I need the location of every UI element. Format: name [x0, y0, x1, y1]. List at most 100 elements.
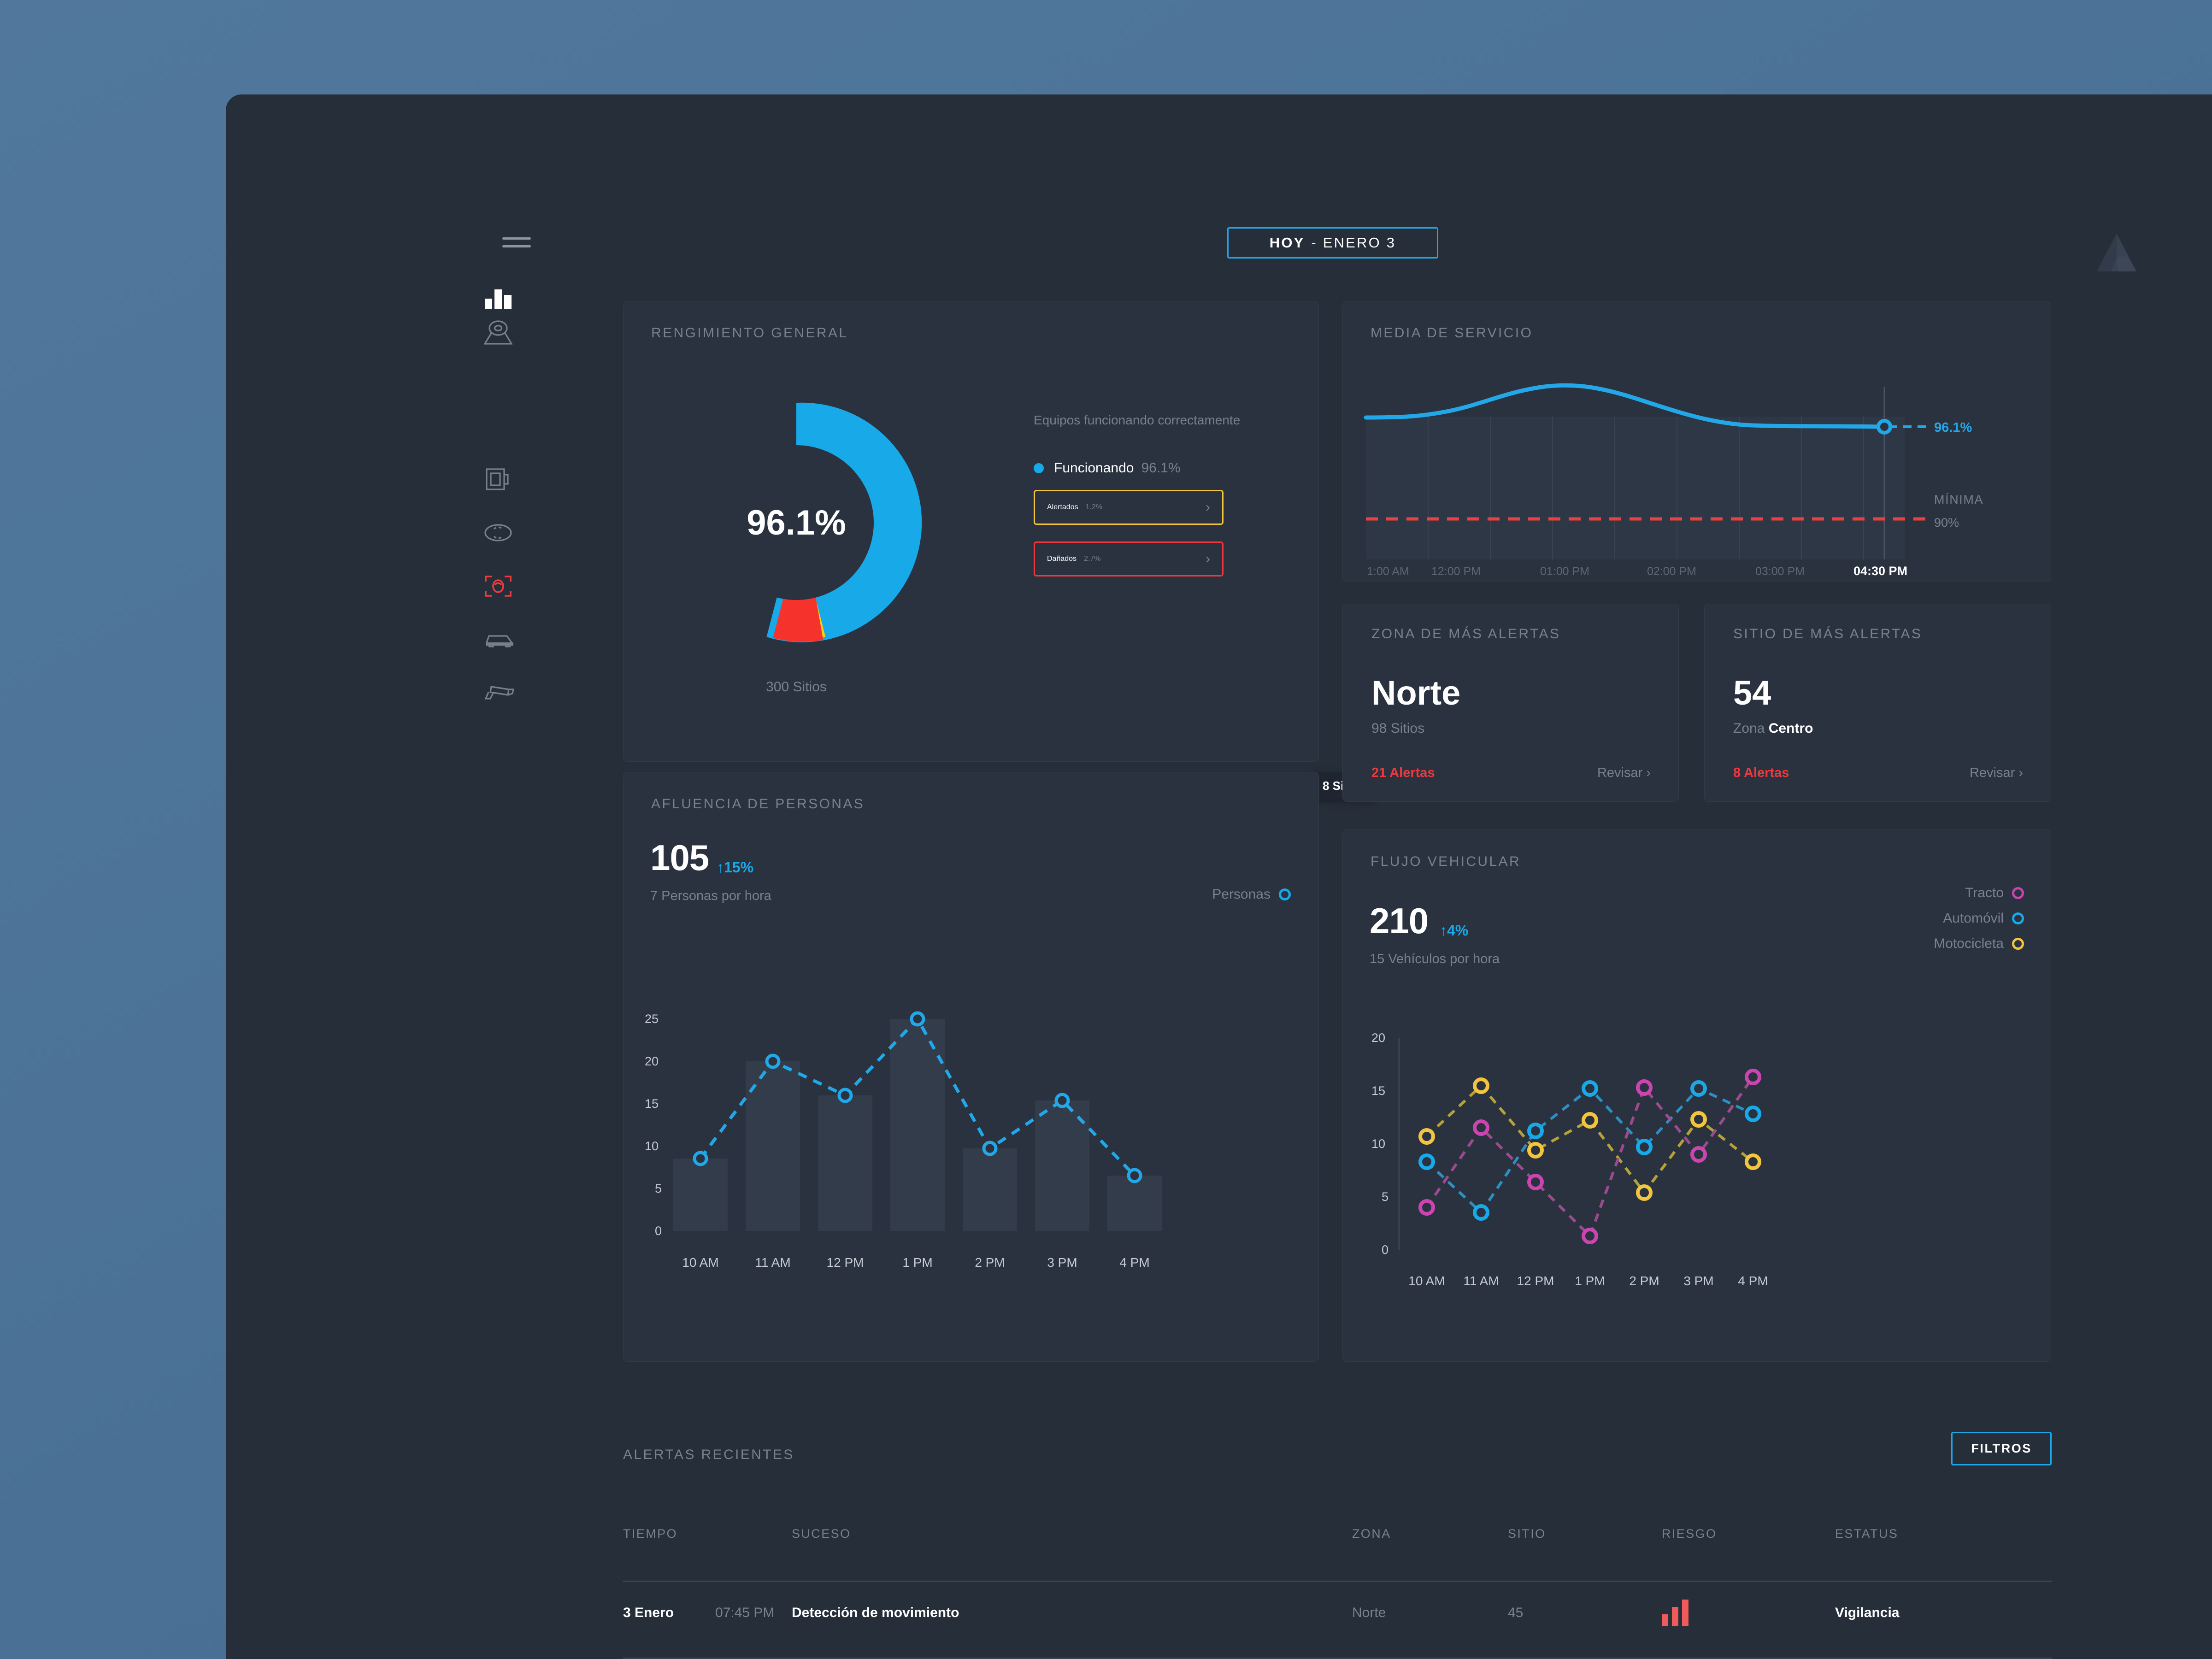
table-header-row: TIEMPO SUCESO ZONA SITIO RIESGO ESTATUS — [623, 1527, 2052, 1554]
sitio-value: 54 — [1733, 674, 1771, 712]
door-access-icon — [486, 468, 509, 490]
app-window: HOY - ENERO 3 — [226, 94, 2212, 1659]
legend-label-alertados: Alertados — [1047, 503, 1078, 511]
sidebar-item-map[interactable] — [484, 315, 548, 351]
legend-label-danados: Dañados — [1047, 554, 1077, 563]
cell-time: 07:45 PM — [715, 1605, 775, 1620]
svg-text:11 AM: 11 AM — [1463, 1274, 1499, 1288]
cell-suceso: Detección de movimiento — [792, 1605, 959, 1620]
legend-value-alertados: 1.2% — [1085, 503, 1103, 511]
filtros-button[interactable]: FILTROS — [1951, 1432, 2052, 1465]
rendimiento-legend: Equipos funcionando correctamente Funcio… — [1034, 412, 1273, 593]
svg-text:3 PM: 3 PM — [1683, 1274, 1713, 1288]
afluencia-bar-chart: 25 20 15 10 5 0 — [645, 1011, 1162, 1270]
legend-item-alertados[interactable]: Alertados 1.2% › — [1034, 489, 1224, 525]
svg-text:20: 20 — [1371, 1031, 1385, 1045]
svg-text:3 PM: 3 PM — [1047, 1255, 1077, 1270]
alertas-section-title: ALERTAS RECIENTES — [623, 1447, 794, 1462]
svg-text:10 AM: 10 AM — [682, 1255, 718, 1270]
date-range-selector[interactable]: HOY - ENERO 3 — [1227, 227, 1438, 259]
xtick-4: 03:00 PM — [1755, 565, 1805, 578]
arrow-up-icon: ↑ — [1440, 922, 1447, 939]
date-label-value: - ENERO 3 — [1311, 235, 1396, 251]
card-title-media-servicio: MEDIA DE SERVICIO — [1371, 325, 1533, 341]
legend-value-funcionando: 96.1% — [1141, 460, 1181, 476]
sitio-sub-prefix: Zona — [1733, 721, 1765, 736]
svg-text:10 AM: 10 AM — [1408, 1274, 1445, 1288]
column-header-sitio: SITIO — [1508, 1527, 1546, 1541]
xtick-3: 02:00 PM — [1647, 565, 1697, 578]
chevron-right-icon: › — [2018, 765, 2023, 780]
hamburger-icon[interactable] — [502, 237, 531, 253]
car-icon — [486, 635, 513, 647]
svg-text:1 PM: 1 PM — [902, 1255, 932, 1270]
flujo-legend-motocicleta: Motocicleta — [1934, 936, 2024, 952]
flujo-legend-label-motocicleta: Motocicleta — [1934, 936, 2004, 951]
zona-revisar-link[interactable]: Revisar › — [1597, 765, 1651, 781]
svg-text:5: 5 — [1382, 1190, 1388, 1204]
legend-label-funcionando: Funcionando — [1054, 460, 1134, 476]
xtick-0: 1:00 AM — [1367, 565, 1409, 578]
media-servicio-minima-value: 90% — [1934, 516, 1959, 529]
zona-value: Norte — [1371, 674, 1461, 712]
card-title-zona: ZONA DE MÁS ALERTAS — [1371, 626, 1561, 641]
sitio-alert-count: 8 Alertas — [1733, 765, 1789, 780]
date-label-today: HOY — [1269, 235, 1305, 251]
flujo-value: 210 — [1370, 900, 1429, 941]
afluencia-delta-value: 15% — [724, 859, 754, 876]
column-header-riesgo: RIESGO — [1662, 1527, 1717, 1541]
flujo-legend-label-tracto: Tracto — [1965, 885, 2004, 900]
svg-text:10: 10 — [645, 1139, 659, 1153]
table-row[interactable]: 3 Enero 07:45 PM Detección de movimiento… — [623, 1587, 2052, 1656]
cell-estatus: Vigilancia — [1835, 1605, 1900, 1620]
column-header-zona: ZONA — [1352, 1527, 1391, 1541]
xtick-1: 12:00 PM — [1431, 565, 1481, 578]
column-header-suceso: SUCESO — [792, 1527, 851, 1541]
svg-text:12 PM: 12 PM — [827, 1255, 864, 1270]
donut-chart: 96.1% — [658, 384, 935, 661]
flujo-delta: ↑4% — [1440, 922, 1468, 939]
svg-text:4 PM: 4 PM — [1119, 1255, 1149, 1270]
card-title-sitio: SITIO DE MÁS ALERTAS — [1733, 626, 1923, 641]
map-pin-icon — [484, 320, 512, 345]
legend-value-danados: 2.7% — [1084, 554, 1101, 563]
svg-text:0: 0 — [1382, 1243, 1388, 1257]
sidebar-nav — [484, 279, 548, 711]
sidebar-item-access[interactable] — [484, 461, 548, 497]
security-camera-icon — [484, 686, 514, 700]
sidebar-item-cameras[interactable] — [484, 675, 548, 711]
afluencia-legend-personas: Personas — [1212, 887, 1291, 902]
legend-ring-personas — [1279, 888, 1291, 900]
chevron-right-icon: › — [1206, 499, 1210, 515]
card-zona-mas-alertas: ZONA DE MÁS ALERTAS Norte 98 Sitios 21 A… — [1342, 604, 1679, 802]
sidebar-item-vehicles[interactable] — [484, 622, 548, 658]
afluencia-legend-label: Personas — [1212, 887, 1271, 902]
card-title-afluencia: AFLUENCIA DE PERSONAS — [651, 796, 865, 812]
chevron-right-icon: › — [1206, 551, 1210, 566]
svg-text:4 PM: 4 PM — [1738, 1274, 1768, 1288]
sitio-revisar-link[interactable]: Revisar › — [1970, 765, 2023, 781]
sidebar-item-face-scan[interactable] — [484, 515, 548, 551]
svg-text:15: 15 — [645, 1097, 659, 1111]
legend-item-danados[interactable]: Dañados 2.7% › — [1034, 541, 1224, 577]
table-divider — [623, 1581, 2052, 1582]
card-sitio-mas-alertas: SITIO DE MÁS ALERTAS 54 Zona Centro 8 Al… — [1704, 604, 2051, 802]
xtick-current: 04:30 PM — [1853, 564, 1908, 578]
svg-text:25: 25 — [645, 1012, 659, 1026]
bar-chart-icon — [485, 289, 512, 309]
sidebar-item-analytics[interactable] — [484, 279, 548, 315]
xtick-2: 01:00 PM — [1540, 565, 1590, 578]
legend-ring-automovil — [2012, 912, 2024, 924]
donut-total-label: 300 Sitios — [766, 679, 827, 694]
svg-text:20: 20 — [645, 1054, 659, 1068]
flujo-vehicular-line-chart: 20 15 10 5 0 — [1371, 1031, 1768, 1288]
card-flujo-vehicular: FLUJO VEHICULAR 210 ↑4% 15 Vehículos por… — [1342, 830, 2051, 1362]
zona-alert-count: 21 Alertas — [1371, 765, 1435, 780]
svg-text:10: 10 — [1371, 1137, 1385, 1151]
media-servicio-line-chart — [1364, 383, 1928, 559]
cell-zona: Norte — [1352, 1605, 1386, 1620]
sidebar-item-face-detection[interactable] — [484, 568, 548, 604]
sitio-sub: Zona Centro — [1733, 721, 1813, 736]
svg-text:2 PM: 2 PM — [1629, 1274, 1659, 1288]
chevron-right-icon: › — [1646, 765, 1651, 780]
